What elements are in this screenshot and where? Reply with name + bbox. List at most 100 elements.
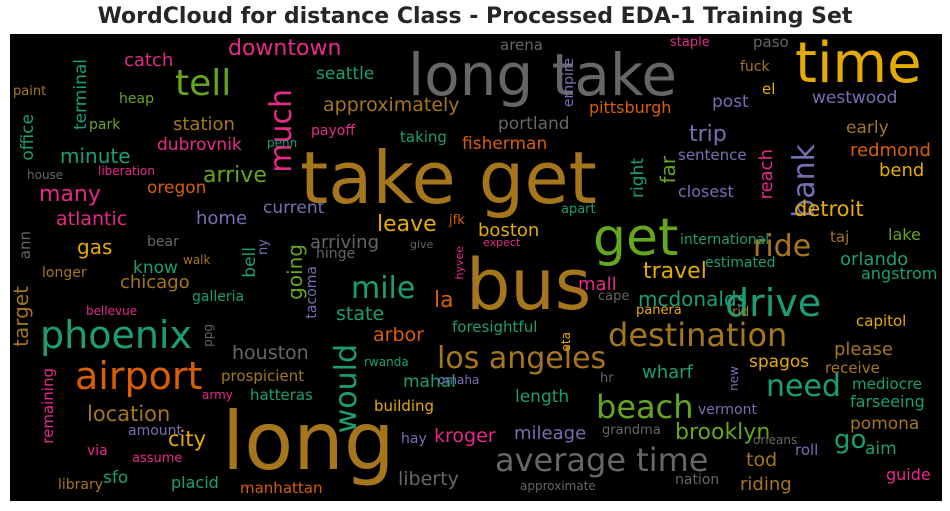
word-target: target — [10, 286, 33, 347]
word-liberty: liberty — [398, 468, 459, 490]
word-mile: mile — [351, 271, 416, 306]
word-know: know — [133, 258, 178, 278]
word-mahal: mahal — [403, 372, 456, 392]
word-please: please — [834, 339, 893, 360]
word-need: need — [766, 369, 841, 404]
word-building: building — [374, 397, 435, 415]
word-liberation: liberation — [98, 164, 155, 178]
word-paso: paso — [753, 34, 789, 51]
word-new: new — [727, 366, 741, 391]
word-hay: hay — [401, 431, 427, 447]
word-hatteras: hatteras — [250, 386, 313, 404]
word-state: state — [336, 303, 385, 325]
word-paint: paint — [13, 84, 47, 99]
word-payoff: payoff — [311, 123, 355, 139]
word-taking: taking — [400, 128, 447, 146]
word-receive: receive — [825, 359, 880, 377]
word-via: via — [87, 443, 108, 459]
word-mediocre: mediocre — [852, 375, 923, 393]
word-arriving: arriving — [310, 232, 380, 253]
word-kroger: kroger — [434, 425, 496, 447]
word-take-get: take get — [300, 136, 597, 220]
word-far: far — [656, 156, 680, 184]
word-pomona: pomona — [850, 414, 920, 434]
word-rid: rid — [732, 305, 750, 320]
word-early: early — [846, 118, 889, 138]
word-average-time: average time — [495, 441, 709, 479]
word-current: current — [263, 198, 325, 218]
word-approximate: approximate — [520, 479, 596, 493]
word-pittsburgh: pittsburgh — [589, 98, 672, 117]
word-drive: drive — [725, 281, 822, 325]
word-city: city — [168, 427, 207, 451]
word-gas: gas — [77, 235, 113, 259]
word-army: army — [202, 388, 233, 402]
word-orlando: orlando — [840, 249, 909, 270]
word-fuck: fuck — [740, 59, 770, 75]
word-give: give — [410, 238, 434, 251]
word-brooklyn: brooklyn — [675, 420, 771, 445]
word-prospicient: prospicient — [221, 367, 305, 385]
word-detroit: detroit — [794, 197, 864, 221]
word-reach: reach — [756, 149, 777, 200]
word-long-take: long take — [408, 41, 678, 109]
word-travel: travel — [643, 259, 707, 284]
word-amount: amount — [128, 423, 183, 439]
word-bus: bus — [466, 244, 592, 326]
word-time: time — [795, 34, 922, 96]
word-walk: walk — [183, 253, 211, 267]
word-station: station — [173, 114, 235, 135]
word-downtown: downtown — [228, 36, 342, 61]
word-orleans: orleans — [753, 433, 798, 447]
word-bell: bell — [240, 247, 260, 278]
word-sentence: sentence — [678, 146, 747, 164]
word-tod: tod — [746, 449, 778, 471]
word-nation: nation — [675, 472, 720, 488]
word-arbor: arbor — [373, 324, 424, 346]
word-international: international — [680, 232, 770, 248]
word-ride: ride — [753, 229, 812, 264]
word-going: going — [283, 244, 307, 300]
word-grandma: grandma — [602, 423, 661, 438]
word-seattle: seattle — [316, 64, 375, 84]
word-jfk: jfk — [449, 213, 465, 228]
word-longer: longer — [42, 265, 87, 281]
word-terminal: terminal — [71, 59, 91, 131]
word-aim: aim — [865, 439, 897, 459]
word-portland: portland — [498, 114, 570, 134]
word-estimated: estimated — [705, 255, 776, 271]
word-wharf: wharf — [642, 362, 693, 383]
word-placid: placid — [171, 473, 219, 492]
word-la: la — [434, 288, 454, 313]
word-go: go — [834, 425, 867, 455]
word-expect: expect — [483, 236, 521, 249]
word-mcdonalds: mcdonalds — [638, 287, 748, 311]
word-boston: boston — [478, 220, 540, 241]
word-bend: bend — [879, 160, 925, 181]
word-redmond: redmond — [850, 140, 931, 161]
chart-title: WordCloud for distance Class - Processed… — [97, 4, 853, 29]
word-riding: riding — [740, 474, 792, 495]
word-penn: penn — [267, 136, 298, 150]
word-fisherman: fisherman — [462, 134, 548, 154]
word-roll: roll — [795, 441, 819, 459]
word-arena: arena — [500, 36, 543, 54]
word-capitol: capitol — [856, 312, 907, 330]
word-leave: leave — [377, 212, 437, 237]
word-chicago: chicago — [120, 272, 190, 293]
word-staple: staple — [670, 35, 710, 50]
word-farseeing: farseeing — [850, 392, 925, 411]
word-mall: mall — [578, 274, 617, 295]
word-westwood: westwood — [812, 88, 898, 108]
word-lake: lake — [888, 225, 921, 244]
word-angstrom: angstrom — [861, 264, 938, 283]
word-length: length — [515, 387, 570, 407]
word-hr: hr — [600, 371, 614, 386]
word-houston: houston — [232, 342, 309, 364]
word-apart: apart — [561, 202, 596, 217]
word-right: right — [628, 158, 648, 198]
word-guide: guide — [886, 465, 931, 484]
word-location: location — [87, 402, 171, 426]
word-get: get — [593, 208, 679, 268]
word-trip: trip — [689, 122, 727, 147]
